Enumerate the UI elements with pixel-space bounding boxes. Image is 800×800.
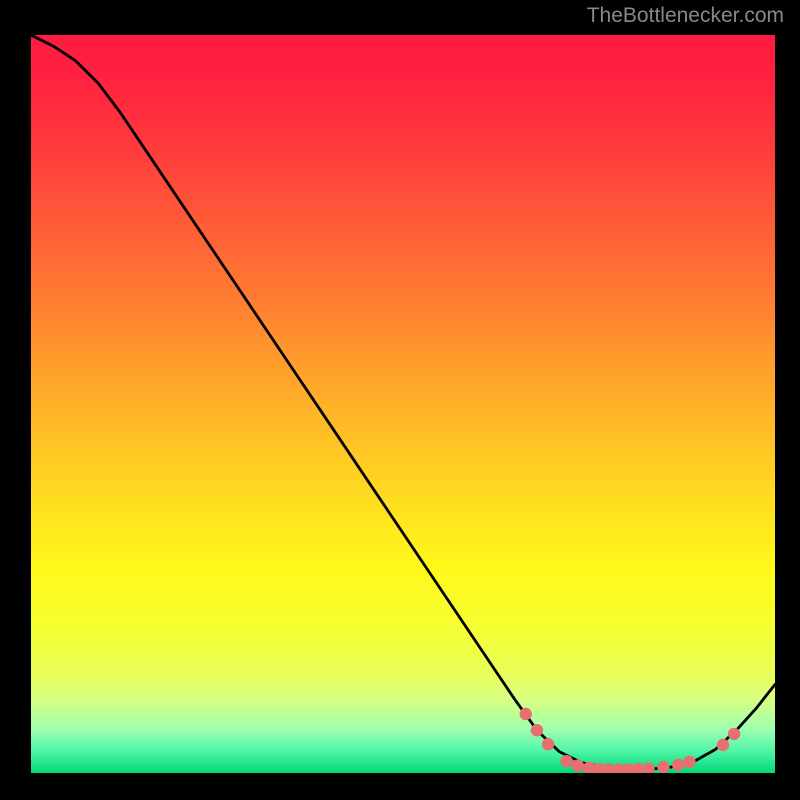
- chart-marker: [642, 762, 654, 773]
- chart-marker: [560, 755, 572, 767]
- chart-marker: [657, 761, 669, 773]
- chart-marker: [520, 708, 532, 720]
- chart-curve: [31, 35, 775, 769]
- chart-marker: [572, 759, 584, 771]
- chart-marker: [672, 759, 684, 771]
- chart-plot-area: [28, 32, 778, 776]
- chart-marker: [602, 763, 614, 773]
- chart-marker: [728, 728, 740, 740]
- chart-marker: [683, 756, 695, 768]
- chart-svg-layer: [31, 35, 775, 773]
- chart-marker: [717, 739, 729, 751]
- chart-marker: [531, 724, 543, 736]
- chart-marker: [542, 738, 554, 750]
- attribution-text: TheBottlenecker.com: [587, 4, 784, 28]
